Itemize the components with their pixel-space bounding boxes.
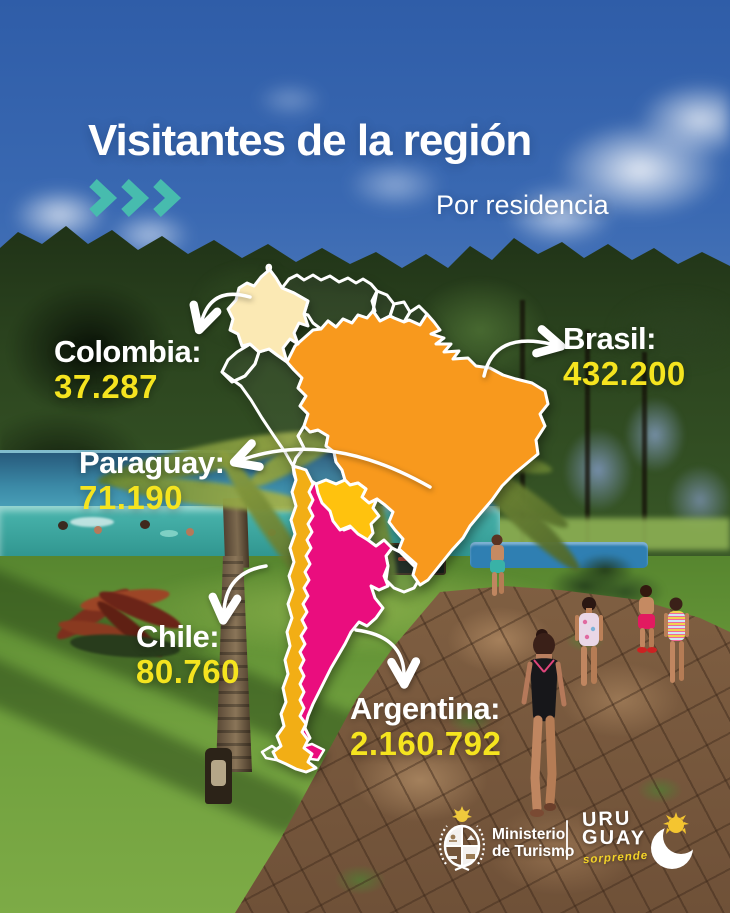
page-title: Visitantes de la región	[88, 116, 532, 165]
label-colombia-name: Colombia:	[54, 334, 202, 369]
boy-by-pool	[490, 534, 505, 596]
arrow-argentina	[354, 628, 421, 689]
boy-red-shorts	[637, 585, 657, 653]
girl-floral-swimsuit	[575, 597, 603, 686]
pool-splash	[70, 517, 114, 527]
label-argentina-name: Argentina:	[350, 691, 501, 726]
country-colombia	[226, 263, 310, 364]
footer-divider	[566, 820, 568, 860]
arrow-brasil	[482, 325, 566, 378]
girl-black-swimsuit	[521, 629, 567, 817]
arrow-colombia	[189, 292, 252, 335]
swimmer	[140, 520, 150, 529]
label-colombia-value: 37.287	[54, 368, 158, 406]
swimmer	[186, 528, 194, 536]
country-chile	[271, 464, 318, 774]
uruguay-brand-wordmark: URU GUAY	[581, 807, 647, 850]
garden-post	[205, 748, 232, 804]
pine-trunk	[642, 352, 647, 547]
uruguay-coat-of-arms-icon	[439, 806, 485, 872]
swimmer	[94, 526, 102, 534]
label-paraguay-name: Paraguay:	[79, 445, 225, 480]
girl-striped-swimsuit	[664, 597, 689, 683]
label-argentina-value: 2.160.792	[350, 725, 502, 763]
swimmer	[58, 521, 68, 530]
triple-chevron-icon	[89, 179, 182, 217]
label-paraguay-value: 71.190	[79, 479, 183, 517]
ministry-line2: de Turismo	[492, 843, 575, 860]
country-paraguay	[314, 478, 381, 542]
arrow-paraguay	[229, 439, 432, 489]
uruguay-sun-crescent-icon	[651, 812, 693, 869]
label-brasil-name: Brasil:	[563, 321, 656, 356]
ministry-wordmark: Ministerio de Turismo	[492, 826, 574, 860]
label-chile: Chile: 80.760	[136, 619, 240, 691]
label-brasil: Brasil: 432.200	[563, 321, 686, 393]
subtitle: Por residencia	[436, 190, 609, 220]
label-colombia: Colombia: 37.287	[54, 334, 202, 406]
label-brasil-value: 432.200	[563, 355, 686, 393]
pine-trunk	[585, 330, 590, 555]
pool-float	[160, 530, 178, 537]
country-brasil	[285, 309, 550, 587]
label-chile-name: Chile:	[136, 619, 220, 654]
label-paraguay: Paraguay: 71.190	[79, 445, 225, 517]
ministry-line1: Ministerio	[492, 826, 566, 843]
arrow-chile	[208, 564, 268, 625]
label-argentina: Argentina: 2.160.792	[350, 691, 502, 763]
label-chile-value: 80.760	[136, 653, 240, 691]
brand-line2: GUAY	[581, 826, 647, 850]
